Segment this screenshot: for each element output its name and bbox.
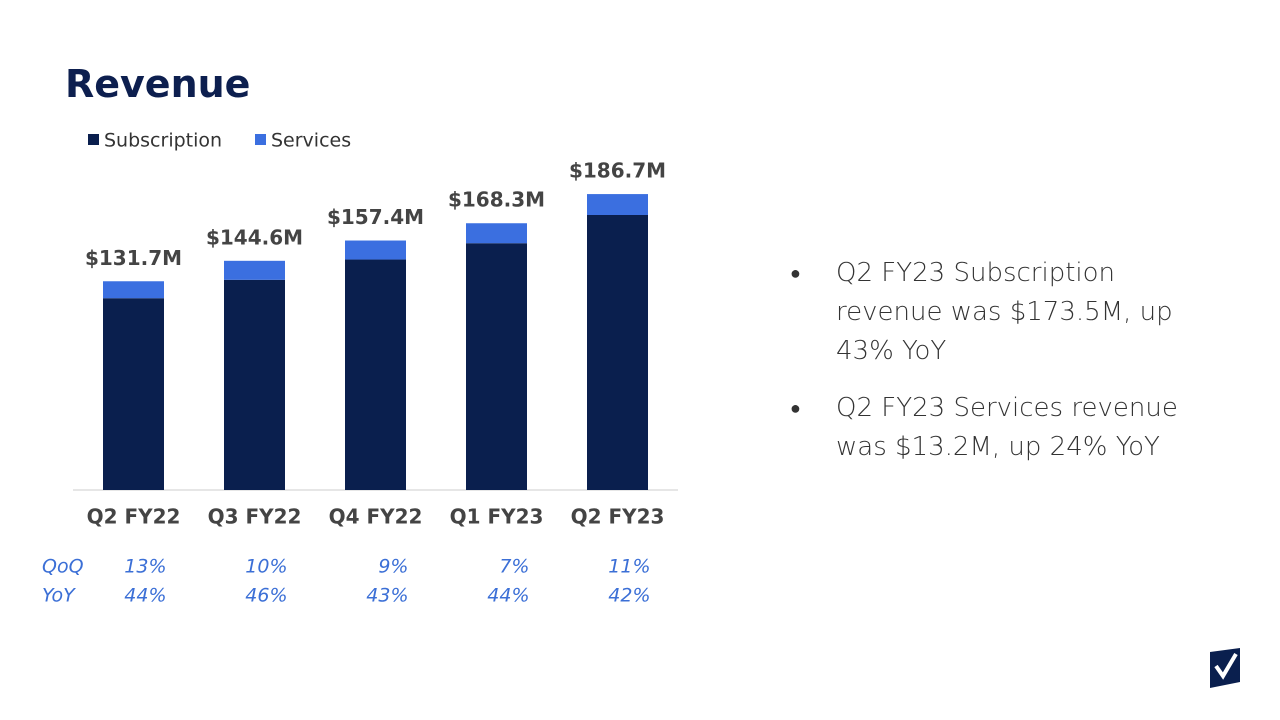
- growth-value: 13%: [124, 556, 166, 578]
- logo: [1210, 648, 1240, 688]
- growth-value: 46%: [245, 585, 287, 607]
- total-label: $144.6M: [206, 225, 303, 249]
- x-tick-label: Q4 FY22: [329, 505, 423, 529]
- slide-title: Revenue: [65, 62, 251, 106]
- legend-swatch: [255, 134, 266, 145]
- growth-value: 43%: [366, 585, 408, 607]
- growth-value: 10%: [245, 556, 287, 578]
- bar-segment: [224, 279, 285, 490]
- bullet: Q2 FY23 Subscription revenue was $173.5M…: [790, 254, 1210, 371]
- legend-swatch: [88, 134, 99, 145]
- bar-segment: [466, 223, 527, 244]
- bullet-list: Q2 FY23 Subscription revenue was $173.5M…: [790, 254, 1210, 485]
- bar-segment: [587, 194, 648, 216]
- total-label: $157.4M: [327, 205, 424, 229]
- growth-row-label: QoQ: [42, 556, 84, 578]
- chart: Subscription Services $131.7M Q2 FY22 13% 44%…: [42, 130, 678, 607]
- growth-value: 7%: [499, 556, 529, 578]
- total-label: $168.3M: [448, 188, 545, 212]
- x-tick-label: Q1 FY23: [450, 505, 544, 529]
- x-tick-label: Q2 FY23: [571, 505, 665, 529]
- growth-value: 11%: [608, 556, 650, 578]
- growth-row-label: YoY: [42, 585, 76, 607]
- x-tick-label: Q3 FY22: [208, 505, 302, 529]
- growth-value: 42%: [608, 585, 650, 607]
- bar-segment: [345, 259, 406, 490]
- legend-label: Subscription: [104, 130, 222, 152]
- bar-segment: [103, 281, 164, 299]
- growth-value: 44%: [487, 585, 529, 607]
- growth-value: 9%: [378, 556, 408, 578]
- bullet: Q2 FY23 Services revenue was $13.2M, up …: [790, 389, 1210, 467]
- x-tick-label: Q2 FY22: [87, 505, 181, 529]
- legend-label: Services: [271, 130, 351, 152]
- bar-segment: [345, 240, 406, 260]
- bar-segment: [224, 260, 285, 280]
- total-label: $186.7M: [569, 159, 666, 183]
- growth-value: 44%: [124, 585, 166, 607]
- total-label: $131.7M: [85, 246, 182, 270]
- bar-segment: [466, 243, 527, 490]
- bar-segment: [103, 298, 164, 490]
- bar-segment: [587, 215, 648, 490]
